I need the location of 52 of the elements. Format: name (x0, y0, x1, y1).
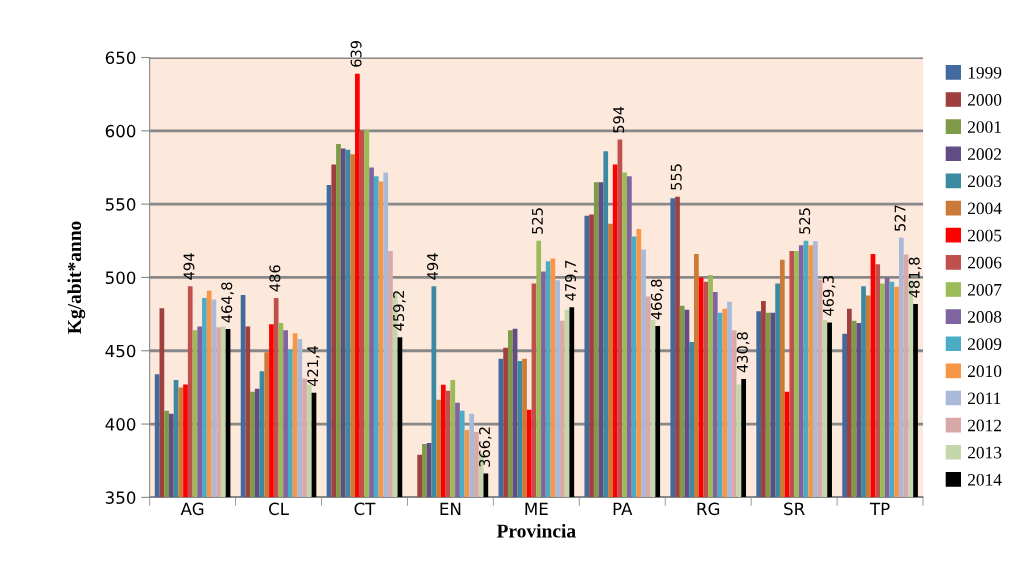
data-label: 594 (613, 106, 625, 133)
y-tick-label: 350 (105, 491, 136, 504)
data-label: 421,4 (307, 345, 320, 387)
legend-label: 2004 (968, 202, 1002, 215)
y-tick-label: 450 (105, 344, 136, 358)
x-tick-label: SR (784, 502, 805, 516)
data-label: 459,2 (393, 291, 406, 331)
data-label: 525 (799, 208, 811, 234)
x-axis-title: Provincia (496, 523, 576, 538)
data-label: 469,3 (822, 276, 836, 316)
legend-label: 2007 (968, 283, 1002, 296)
legend-label: 1999 (968, 66, 1002, 79)
x-tick-label: AG (180, 502, 204, 516)
data-label: 639 (350, 40, 362, 67)
data-label: 555 (670, 164, 682, 190)
y-axis-title: Kg/abit*anno (67, 221, 86, 334)
x-tick-label: PA (613, 502, 633, 515)
legend-label: 2006 (968, 256, 1002, 269)
legend-label: 2001 (968, 121, 1001, 133)
data-label: 464,8 (221, 282, 234, 323)
legend-label: 2009 (968, 338, 1002, 350)
y-tick-label: 650 (105, 51, 136, 65)
legend-label: 2003 (968, 175, 1002, 188)
data-label: 494 (427, 253, 439, 280)
legend-label: 2005 (968, 229, 1002, 242)
data-label: 525 (531, 208, 543, 234)
data-label: 466,8 (650, 279, 664, 320)
legend-label: 2000 (968, 94, 1002, 106)
data-label: 481,8 (908, 257, 922, 298)
legend-label: 2008 (968, 311, 1002, 323)
x-tick-label: CL (269, 502, 289, 516)
x-tick-label: TP (869, 502, 890, 515)
legend-label: 2010 (968, 365, 1002, 378)
x-tick-label: CT (354, 502, 376, 516)
legend-label: 2014 (968, 473, 1002, 486)
legend-label: 2011 (968, 392, 1001, 405)
data-label: 366,2 (479, 427, 492, 467)
legend-label: 2013 (968, 446, 1002, 459)
legend-label: 2012 (968, 419, 1001, 432)
legend-label: 2002 (968, 148, 1001, 160)
y-tick-label: 600 (105, 124, 136, 138)
data-label: 486 (269, 265, 281, 292)
data-label: 430,8 (736, 332, 750, 373)
data-label: 527 (894, 205, 906, 231)
x-tick-label: EN (440, 502, 461, 515)
x-tick-label: ME (525, 502, 548, 515)
data-label: 494 (183, 253, 195, 280)
x-tick-label: RG (697, 502, 720, 516)
data-label: 479,7 (564, 260, 578, 301)
y-tick-label: 550 (105, 198, 136, 211)
y-tick-label: 500 (105, 271, 136, 285)
y-tick-label: 400 (105, 418, 136, 431)
